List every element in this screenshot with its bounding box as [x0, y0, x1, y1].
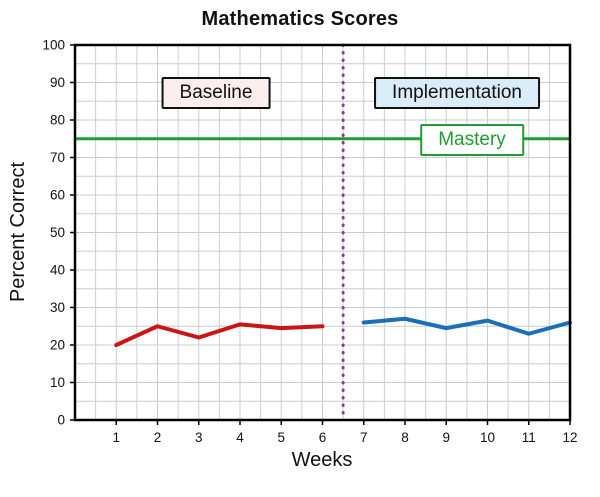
x-tick-label: 3	[195, 430, 203, 445]
y-tick-label: 10	[50, 375, 65, 390]
y-tick-label: 20	[50, 338, 65, 353]
implementation-phase-label-text: Implementation	[392, 82, 522, 103]
y-tick-label: 100	[42, 38, 65, 53]
y-axis-label: Percent Correct	[7, 162, 29, 302]
y-tick-label: 40	[50, 263, 65, 278]
x-tick-label: 5	[277, 430, 285, 445]
series-layer	[114, 316, 572, 347]
y-tick-label: 0	[57, 413, 65, 428]
x-tick-label: 6	[319, 430, 327, 445]
mastery-label-text: Mastery	[438, 129, 506, 150]
x-axis-label: Weeks	[292, 449, 353, 471]
series-line-baseline	[114, 322, 325, 347]
y-tick-label: 70	[50, 150, 65, 165]
x-tick-label: 10	[480, 430, 495, 445]
x-tick-label: 9	[442, 430, 450, 445]
x-tick-label: 7	[360, 430, 368, 445]
implementation-phase-label: Implementation	[374, 77, 540, 109]
y-tick-label: 50	[50, 225, 65, 240]
y-tick-label: 80	[50, 113, 65, 128]
x-tick-label: 1	[112, 430, 120, 445]
x-tick-label: 12	[562, 430, 577, 445]
chart-title: Mathematics Scores	[201, 8, 399, 30]
x-tick-label: 2	[154, 430, 162, 445]
y-tick-label: 90	[50, 75, 65, 90]
baseline-phase-label-text: Baseline	[179, 82, 253, 103]
series-line-implementation	[361, 316, 572, 336]
mastery-label: Mastery	[420, 124, 524, 156]
y-tick-label: 60	[50, 188, 65, 203]
baseline-phase-label: Baseline	[161, 77, 271, 109]
x-tick-label: 11	[522, 430, 536, 445]
x-tick-label: 8	[401, 430, 409, 445]
y-tick-label: 30	[50, 300, 65, 315]
x-tick-label: 4	[236, 430, 244, 445]
